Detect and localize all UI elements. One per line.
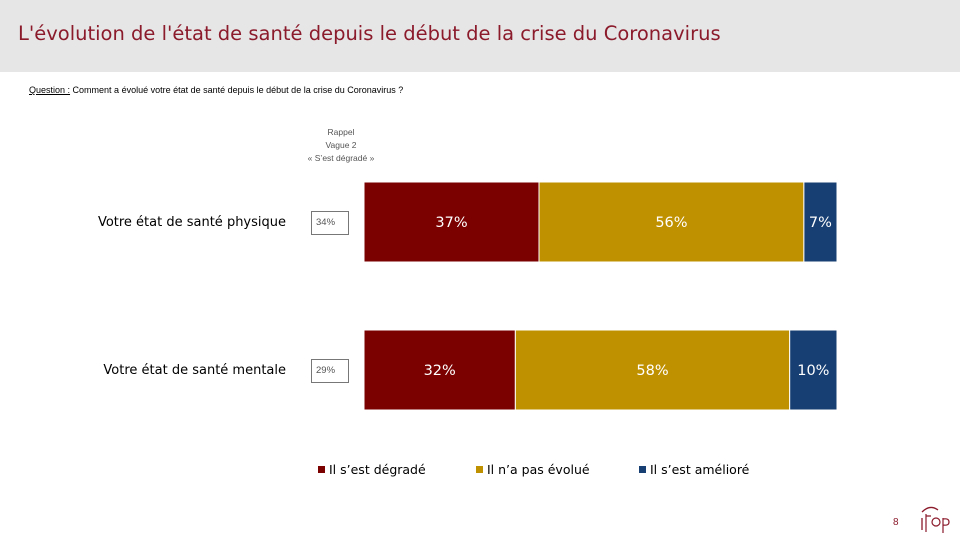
legend-swatch-pas-evolue (476, 466, 483, 473)
legend-label-degrade: Il s’est dégradé (329, 462, 426, 477)
rappel-header: Rappel Vague 2 « S’est dégradé » (282, 126, 400, 165)
bar-pas-evolue-physique (538, 181, 805, 263)
rappel-line-2: Vague 2 (325, 140, 357, 150)
ifop-logo-icon (921, 506, 950, 533)
data-label-degrade-mentale: 32% (424, 363, 456, 379)
category-label-mentale: Votre état de santé mentale (103, 363, 286, 378)
rappel-value-physique: 34% (311, 211, 349, 235)
data-label-degrade-physique: 37% (435, 215, 467, 231)
data-label-pas-evolue-physique: 56% (655, 215, 687, 231)
legend-swatch-ameliore (639, 466, 646, 473)
header-bar (0, 0, 960, 72)
legend-item-ameliore: Il s’est amélioré (639, 462, 749, 477)
legend-item-pas-evolue: Il n’a pas évolué (476, 462, 590, 477)
data-label-ameliore-physique: 7% (809, 215, 832, 231)
bar-ameliore-physique (803, 181, 838, 263)
question-label: Question : (29, 85, 71, 95)
legend-label-ameliore: Il s’est amélioré (650, 462, 750, 477)
rappel-line-1: Rappel (327, 127, 355, 137)
page-title: L'évolution de l'état de santé depuis le… (18, 22, 721, 45)
legend-label-pas-evolue: Il n’a pas évolué (487, 462, 590, 477)
rappel-line-3: « S’est dégradé » (307, 153, 375, 163)
question-text: Comment a évolué votre état de santé dep… (72, 85, 404, 95)
question-line: Question : Comment a évolué votre état d… (29, 85, 403, 95)
rappel-value-mentale: 29% (311, 359, 349, 383)
data-label-ameliore-mentale: 10% (797, 363, 829, 379)
bar-degrade-mentale (363, 329, 516, 411)
bar-degrade-physique (363, 181, 540, 263)
page-number: 8 (893, 517, 899, 528)
bar-pas-evolue-mentale (514, 329, 791, 411)
bar-ameliore-mentale (789, 329, 838, 411)
legend-item-degrade: Il s’est dégradé (318, 462, 426, 477)
legend-swatch-degrade (318, 466, 325, 473)
category-label-physique: Votre état de santé physique (97, 215, 286, 230)
data-label-pas-evolue-mentale: 58% (636, 363, 668, 379)
